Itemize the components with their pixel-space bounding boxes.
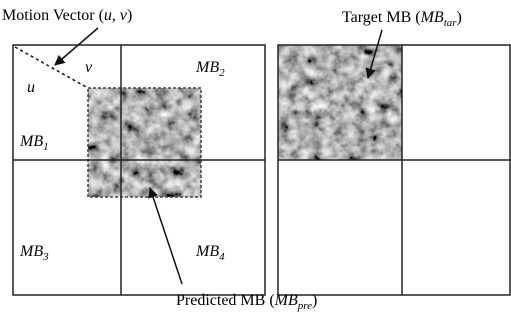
text-part: MB <box>19 243 43 260</box>
text-part: Predicted MB ( <box>176 292 275 309</box>
text-part: tar <box>444 17 458 29</box>
target-block <box>278 45 402 160</box>
text-part: MB <box>195 59 219 76</box>
arrow <box>150 188 182 284</box>
predicted-block <box>88 88 201 197</box>
motion-vector-label: Motion Vector (u, v) <box>2 7 132 24</box>
text-part: MB <box>195 243 219 260</box>
target-label: Target MB (MBtar) <box>342 9 462 29</box>
text-part: u <box>104 7 112 24</box>
block-label: MB4 <box>195 243 225 263</box>
text-part: 2 <box>219 67 225 79</box>
block-label: MB2 <box>195 59 225 79</box>
text-part: ) <box>312 292 317 309</box>
text-part: MB <box>420 9 444 26</box>
diagram: Motion Vector (u, v) u v MB1 MB2 MB3 MB4… <box>0 0 511 318</box>
text-part: ) <box>127 7 132 24</box>
text-part: Target MB ( <box>342 9 421 26</box>
v-label: v <box>85 59 93 76</box>
block-label: MB3 <box>19 243 49 263</box>
text-part: pre <box>297 300 312 312</box>
text-part: MB <box>19 133 43 150</box>
text-part: 1 <box>43 141 49 153</box>
text-part: Motion Vector ( <box>2 7 104 24</box>
u-label: u <box>27 79 35 96</box>
text-part: , <box>112 7 120 24</box>
predicted-label: Predicted MB (MBpre) <box>176 292 317 312</box>
text-part: 4 <box>219 251 225 263</box>
text-part: MB <box>274 292 298 309</box>
text-part: ) <box>457 9 462 26</box>
target-frame <box>278 45 510 295</box>
motion-vector-line <box>15 47 88 88</box>
text-part: 3 <box>42 251 49 263</box>
predicted-frame <box>13 45 265 295</box>
block-label: MB1 <box>19 133 49 153</box>
